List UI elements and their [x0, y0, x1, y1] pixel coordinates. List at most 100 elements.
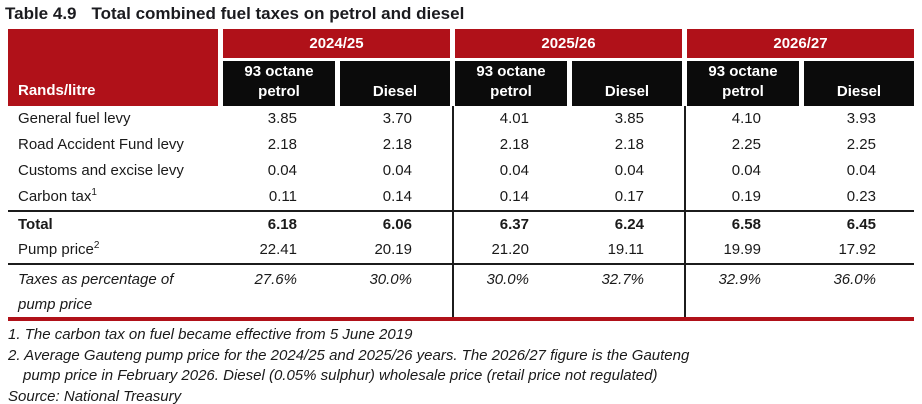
cell-2024-25-petrol: 3.85 [267, 110, 297, 127]
cell-2024-25-diesel: 0.04 [382, 162, 412, 179]
column-divider [682, 265, 687, 317]
cell-2026-27-diesel: 36.0% [833, 271, 876, 288]
cell-2025-26-petrol: 21.20 [491, 241, 529, 258]
column-divider [450, 106, 455, 132]
subheader-gap [799, 61, 804, 106]
cell-2025-26-diesel: 0.17 [614, 188, 644, 205]
cell-2024-25-diesel: 6.06 [382, 216, 412, 233]
column-divider [450, 265, 455, 317]
subheader-gap [335, 61, 340, 106]
table-caption: Total combined fuel taxes on petrol and … [91, 4, 465, 23]
footnote-text: The carbon tax on fuel became effective … [24, 326, 413, 343]
cell-2025-26-diesel: 6.24 [614, 216, 644, 233]
cell-2025-26-diesel: 0.04 [614, 162, 644, 179]
diesel-header: Diesel [340, 61, 450, 106]
column-divider [682, 158, 687, 184]
cell-2026-27-petrol: 2.25 [731, 136, 761, 153]
cell-2025-26-diesel: 2.18 [614, 136, 644, 153]
cell-2024-25-petrol: 0.11 [268, 188, 297, 205]
column-divider [450, 158, 455, 184]
cell-2024-25-diesel: 3.70 [382, 110, 412, 127]
cell-2026-27-diesel: 6.45 [846, 216, 876, 233]
petrol-header: 93 octane petrol [687, 61, 799, 106]
unit-header-cell: Rands/litre [8, 29, 218, 106]
fuel-tax-table: Rands/litre 2024/25 93 octane petrol Die… [8, 29, 914, 321]
year-group-2025-26: 2025/26 93 octane petrol Diesel [455, 29, 682, 106]
cell-2025-26-diesel: 19.11 [607, 241, 644, 258]
cell-2025-26-petrol: 2.18 [499, 136, 529, 153]
year-group-2024-25: 2024/25 93 octane petrol Diesel [223, 29, 450, 106]
footnote-1: 1. The carbon tax on fuel became effecti… [8, 325, 922, 346]
cell-2026-27-petrol: 0.04 [731, 162, 761, 179]
table-title: Table 4.9 Total combined fuel taxes on p… [5, 3, 922, 25]
row-label: Pump price2 [18, 240, 100, 259]
table-row-general-fuel-levy: General fuel levy 3.85 3.70 4.01 3.85 4.… [8, 106, 914, 132]
table-header: Rands/litre 2024/25 93 octane petrol Die… [8, 29, 914, 106]
column-divider [682, 237, 687, 263]
cell-2025-26-petrol: 30.0% [486, 271, 529, 288]
table-row-raf-levy: Road Accident Fund levy 2.18 2.18 2.18 2… [8, 132, 914, 158]
cell-2025-26-petrol: 0.14 [499, 188, 529, 205]
cell-2024-25-petrol: 27.6% [254, 271, 297, 288]
cell-2025-26-diesel: 32.7% [601, 271, 644, 288]
footnote-marker: 1. [8, 326, 21, 343]
footnote-mark: 1 [91, 187, 97, 198]
row-label: Road Accident Fund levy [18, 136, 184, 153]
cell-2024-25-petrol: 2.18 [267, 136, 297, 153]
year-header: 2026/27 [687, 29, 914, 58]
row-label: Carbon tax1 [18, 187, 97, 206]
fuel-subheader-row: 93 octane petrol Diesel [223, 61, 450, 106]
table-row-carbon-tax: Carbon tax1 0.11 0.14 0.14 0.17 0.19 0.2… [8, 184, 914, 210]
cell-2025-26-petrol: 0.04 [499, 162, 529, 179]
column-divider [450, 212, 455, 237]
cell-2024-25-diesel: 0.14 [382, 188, 412, 205]
table-number: Table 4.9 [5, 4, 77, 23]
footnote-2-continued: pump price in February 2026. Diesel (0.0… [23, 367, 658, 384]
cell-2026-27-petrol: 0.19 [731, 188, 761, 205]
cell-2025-26-petrol: 4.01 [499, 110, 529, 127]
column-divider [450, 132, 455, 158]
column-divider [450, 184, 455, 210]
cell-2024-25-petrol: 22.41 [259, 241, 297, 258]
cell-2026-27-diesel: 0.23 [846, 188, 876, 205]
subheader-gap [567, 61, 572, 106]
source-note: Source: National Treasury [8, 387, 182, 404]
cell-2025-26-petrol: 6.37 [499, 216, 529, 233]
footnotes: 1. The carbon tax on fuel became effecti… [8, 325, 922, 404]
footnote-mark: 2 [93, 240, 100, 251]
diesel-header: Diesel [804, 61, 914, 106]
footnote-2: 2. Average Gauteng pump price for the 20… [8, 346, 922, 367]
footnote-marker: 2. [8, 346, 21, 364]
cell-2026-27-diesel: 3.93 [846, 110, 876, 127]
cell-2026-27-petrol: 4.10 [731, 110, 761, 127]
cell-2026-27-petrol: 6.58 [731, 216, 761, 233]
column-divider [682, 184, 687, 210]
table-row-pump-price: Pump price2 22.41 20.19 21.20 19.11 19.9… [8, 237, 914, 263]
cell-2026-27-petrol: 19.99 [723, 241, 761, 258]
row-label: General fuel levy [18, 110, 131, 127]
year-header: 2024/25 [223, 29, 450, 58]
year-header: 2025/26 [455, 29, 682, 58]
row-label: Taxes as percentage of pump price [18, 271, 174, 313]
column-divider [682, 106, 687, 132]
diesel-header: Diesel [572, 61, 682, 106]
fuel-subheader-row: 93 octane petrol Diesel [455, 61, 682, 106]
cell-2026-27-diesel: 0.04 [846, 162, 876, 179]
cell-2024-25-diesel: 2.18 [382, 136, 412, 153]
column-divider [450, 237, 455, 263]
cell-2026-27-diesel: 2.25 [846, 136, 876, 153]
petrol-header: 93 octane petrol [223, 61, 335, 106]
cell-2025-26-diesel: 3.85 [614, 110, 644, 127]
column-divider [682, 132, 687, 158]
footnote-text: Average Gauteng pump price for the 2024/… [24, 346, 690, 364]
row-label: Customs and excise levy [18, 162, 184, 179]
year-group-2026-27: 2026/27 93 octane petrol Diesel [687, 29, 914, 106]
table-row-customs-excise-levy: Customs and excise levy 0.04 0.04 0.04 0… [8, 158, 914, 184]
cell-2024-25-petrol: 6.18 [267, 216, 297, 233]
fuel-subheader-row: 93 octane petrol Diesel [687, 61, 914, 106]
cell-2024-25-petrol: 0.04 [267, 162, 297, 179]
cell-2026-27-diesel: 17.92 [838, 241, 876, 258]
cell-2024-25-diesel: 30.0% [369, 271, 412, 288]
column-divider [682, 212, 687, 237]
